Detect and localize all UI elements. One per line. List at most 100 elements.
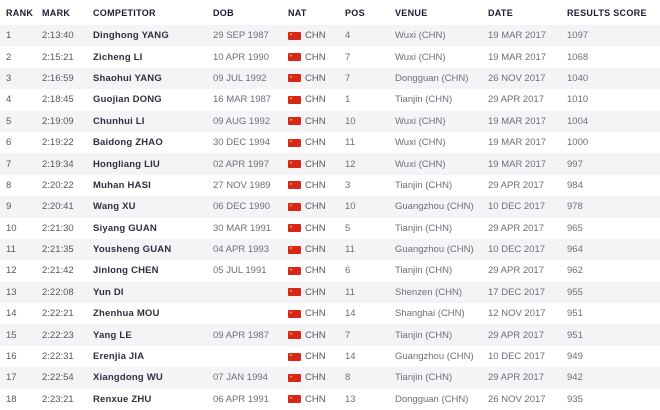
cell-rank: 4 xyxy=(6,94,12,106)
nationality: CHN xyxy=(288,308,339,319)
cell-pos: 8 xyxy=(345,372,351,384)
cell-dob: 09 APR 1987 xyxy=(213,329,269,341)
table-row: 11 2:21:35 Yousheng GUAN 04 APR 1993 CHN 11 Gu… xyxy=(0,238,660,261)
nationality: CHN xyxy=(288,351,339,362)
nationality: CHN xyxy=(288,372,339,383)
cell-rank: 15 xyxy=(6,329,17,341)
cell-date: 29 APR 2017 xyxy=(488,265,544,277)
column-header-dob: DOB xyxy=(207,0,282,25)
cell-rank: 9 xyxy=(6,201,12,213)
cell-competitor: Zicheng LI xyxy=(93,51,143,63)
column-header-venue: VENUE xyxy=(389,0,482,25)
cell-dob xyxy=(207,282,282,303)
table-row: 13 2:22:08 Yun DI CHN 11 Shenzen (CHN) 17 DEC … xyxy=(0,281,660,304)
china-flag-icon xyxy=(288,224,301,233)
cell-pos: 14 xyxy=(345,308,356,320)
cell-date: 19 MAR 2017 xyxy=(488,30,547,42)
nationality: CHN xyxy=(288,30,339,41)
cell-pos: 11 xyxy=(345,137,355,149)
cell-score: 965 xyxy=(567,222,583,234)
cell-nat: CHN xyxy=(282,218,339,239)
nationality: CHN xyxy=(288,201,339,212)
cell-rank: 14 xyxy=(6,308,17,320)
cell-date: 29 APR 2017 xyxy=(488,372,544,384)
china-flag-icon xyxy=(288,395,301,404)
table-row: 14 2:22:21 Zhenhua MOU CHN 14 Shanghai (CHN) 1… xyxy=(0,303,660,325)
cell-mark: 2:21:35 xyxy=(42,244,74,256)
cell-competitor: Muhan HASI xyxy=(93,179,151,191)
cell-dob: 09 AUG 1992 xyxy=(213,115,271,127)
cell-pos: 1 xyxy=(345,94,351,106)
cell-rank: 6 xyxy=(6,137,12,149)
nat-code: CHN xyxy=(305,308,326,320)
china-flag-icon xyxy=(288,74,301,83)
table-row: 4 2:18:45 Guojian DONG 16 MAR 1987 CHN 1 Tianj… xyxy=(0,89,660,111)
cell-nat: CHN xyxy=(282,282,339,303)
cell-score: 955 xyxy=(567,286,583,298)
cell-pos: 7 xyxy=(345,72,351,84)
cell-nat: CHN xyxy=(282,239,339,260)
cell-score: 1068 xyxy=(567,51,589,63)
cell-dob: 16 MAR 1987 xyxy=(213,94,272,106)
cell-competitor: Xiangdong WU xyxy=(93,372,163,384)
cell-rank: 12 xyxy=(6,265,17,277)
cell-pos: 7 xyxy=(345,51,351,63)
cell-pos: 14 xyxy=(345,351,356,363)
china-flag-icon xyxy=(288,160,301,169)
cell-pos: 11 xyxy=(345,244,355,256)
cell-score: 964 xyxy=(567,244,583,256)
nationality: CHN xyxy=(288,137,339,148)
cell-dob: 29 SEP 1987 xyxy=(213,30,269,42)
cell-rank: 7 xyxy=(6,158,12,170)
cell-nat: CHN xyxy=(282,367,339,388)
cell-competitor: Yousheng GUAN xyxy=(93,244,172,256)
cell-rank: 1 xyxy=(6,30,12,42)
cell-mark: 2:22:23 xyxy=(42,329,74,341)
nationality: CHN xyxy=(288,52,339,63)
cell-date: 29 APR 2017 xyxy=(488,329,544,341)
cell-venue: Wuxi (CHN) xyxy=(395,51,446,63)
cell-score: 978 xyxy=(567,201,583,213)
cell-pos: 3 xyxy=(345,179,351,191)
cell-date: 19 MAR 2017 xyxy=(488,115,547,127)
cell-score: 951 xyxy=(567,308,583,320)
cell-venue: Guangzhou (CHN) xyxy=(395,201,474,213)
china-flag-icon xyxy=(288,181,301,190)
cell-date: 26 NOV 2017 xyxy=(488,393,546,405)
cell-venue: Dongguan (CHN) xyxy=(395,72,469,84)
cell-mark: 2:19:09 xyxy=(42,115,74,127)
cell-dob: 05 JUL 1991 xyxy=(213,265,267,277)
cell-rank: 11 xyxy=(6,244,16,256)
china-flag-icon xyxy=(288,138,301,147)
cell-mark: 2:22:31 xyxy=(42,351,74,363)
cell-nat: CHN xyxy=(282,196,339,217)
nat-code: CHN xyxy=(305,393,326,405)
nationality: CHN xyxy=(288,287,339,298)
cell-score: 997 xyxy=(567,158,583,170)
cell-pos: 11 xyxy=(345,286,355,298)
table-row: 9 2:20:41 Wang XU 06 DEC 1990 CHN 10 Guangzhou… xyxy=(0,196,660,218)
cell-date: 17 DEC 2017 xyxy=(488,286,546,298)
cell-mark: 2:21:30 xyxy=(42,222,74,234)
cell-venue: Tianjin (CHN) xyxy=(395,94,453,106)
table-row: 1 2:13:40 Dinghong YANG 29 SEP 1987 CHN 4 Wuxi… xyxy=(0,25,660,47)
china-flag-icon xyxy=(288,31,301,40)
nationality: CHN xyxy=(288,330,339,341)
table-body: 1 2:13:40 Dinghong YANG 29 SEP 1987 CHN 4 Wuxi… xyxy=(0,25,660,410)
cell-date: 10 DEC 2017 xyxy=(488,244,546,256)
column-header-pos: POS xyxy=(339,0,389,25)
cell-score: 949 xyxy=(567,351,583,363)
cell-date: 19 MAR 2017 xyxy=(488,51,547,63)
cell-competitor: Dinghong YANG xyxy=(93,30,169,42)
cell-competitor: Zhenhua MOU xyxy=(93,308,160,320)
table-header-row: RANK MARK COMPETITOR DOB NAT POS VENUE DATE RESU… xyxy=(0,0,660,25)
china-flag-icon xyxy=(288,117,301,126)
cell-date: 10 DEC 2017 xyxy=(488,201,546,213)
cell-rank: 8 xyxy=(6,179,12,191)
cell-date: 29 APR 2017 xyxy=(488,222,544,234)
cell-dob: 04 APR 1993 xyxy=(213,244,269,256)
table-row: 6 2:19:22 Baidong ZHAO 30 DEC 1994 CHN 11 Wuxi… xyxy=(0,131,660,154)
nat-code: CHN xyxy=(305,372,326,384)
table-row: 3 2:16:59 Shaohui YANG 09 JUL 1992 CHN 7 Dongg… xyxy=(0,67,660,90)
